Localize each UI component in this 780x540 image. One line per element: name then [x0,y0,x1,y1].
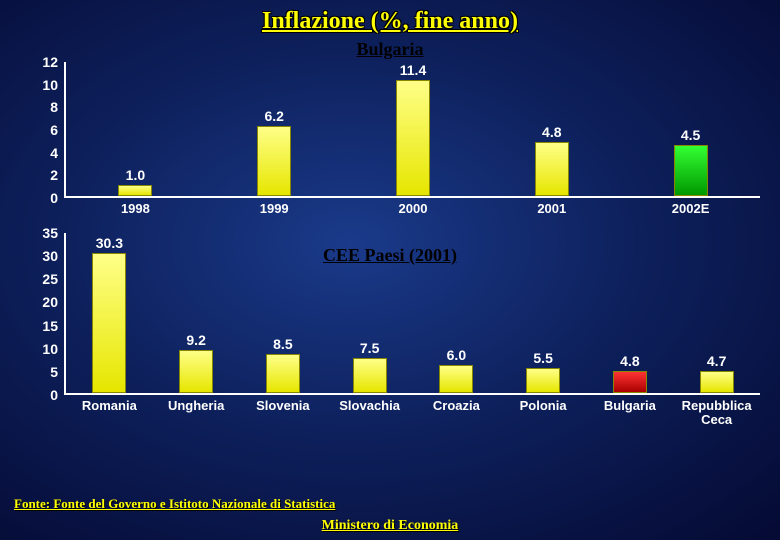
bar-slot: 4.5 [621,62,760,196]
bar-slot: 11.4 [344,62,483,196]
x-label: Bulgaria [587,395,674,431]
y-tick: 0 [50,190,58,206]
chart1-plot: 1.0 6.2 11.4 4.8 4.5 [66,62,760,198]
bar [266,354,300,393]
chart1-subtitle: Bulgaria [20,39,760,60]
bar-slot: 6.2 [205,62,344,196]
y-tick: 5 [50,364,58,380]
y-tick: 0 [50,387,58,403]
y-tick: 6 [50,122,58,138]
y-tick: 10 [42,77,58,93]
bar-value-label: 4.8 [542,124,561,140]
ministry-label: Ministero di Economia [0,518,780,534]
y-tick: 4 [50,145,58,161]
y-tick: 25 [42,271,58,287]
x-label: Croazia [413,395,500,431]
bar [674,145,708,196]
chart1-y-axis: 024681012 [20,62,66,198]
bar [179,350,213,393]
x-label: 1998 [66,198,205,222]
bar [92,253,126,393]
x-label: Polonia [500,395,587,431]
x-label: Ungheria [153,395,240,431]
y-tick: 15 [42,318,58,334]
bar-value-label: 8.5 [273,336,292,352]
bar [700,371,734,393]
bar-slot: 1.0 [66,62,205,196]
chart2-x-labels: RomaniaUngheriaSloveniaSlovachiaCroaziaP… [66,395,760,431]
x-label: 2002E [621,198,760,222]
x-label: Repubblica Ceca [673,395,760,431]
bar-value-label: 6.2 [264,108,283,124]
x-label: 2001 [482,198,621,222]
bar [535,142,569,196]
x-label: Romania [66,395,153,431]
bar [526,368,560,393]
y-tick: 10 [42,341,58,357]
y-tick: 8 [50,99,58,115]
bar-value-label: 1.0 [126,167,145,183]
bar-value-label: 6.0 [447,347,466,363]
y-tick: 2 [50,167,58,183]
bar-value-label: 4.5 [681,127,700,143]
x-label: 2000 [344,198,483,222]
bar-slot: 4.8 [482,62,621,196]
bar [257,126,291,196]
bar-value-label: 4.8 [620,353,639,369]
bar-value-label: 4.7 [707,353,726,369]
bar [439,365,473,393]
x-label: 1999 [205,198,344,222]
bar-value-label: 9.2 [186,332,205,348]
bar-value-label: 11.4 [400,62,426,78]
bar [353,358,387,393]
chart-bulgaria: Bulgaria 0 2 4 6 8 10 12 1.0 6.2 11.4 4.8 4.5 1998… [20,39,760,229]
chart1-x-labels: 19981999200020012002E [66,198,760,222]
y-tick: 12 [42,54,58,70]
chart2-subtitle: CEE Paesi (2001) [20,245,760,266]
chart1-bars: 1.0 6.2 11.4 4.8 4.5 [66,62,760,196]
y-tick: 35 [42,225,58,241]
x-label: Slovenia [240,395,327,431]
bar-value-label: 7.5 [360,340,379,356]
bar [118,185,152,196]
page-title: Inflazione (%, fine anno) [0,0,780,35]
chart-cee: CEE Paesi (2001) 05101520253035 30.39.28… [20,233,760,453]
x-label: Slovachia [326,395,413,431]
bar [613,371,647,393]
bar-value-label: 5.5 [533,350,552,366]
y-tick: 20 [42,294,58,310]
source-note: Fonte: Fonte del Governo e Istitoto Nazi… [14,496,335,512]
bar [396,80,430,196]
